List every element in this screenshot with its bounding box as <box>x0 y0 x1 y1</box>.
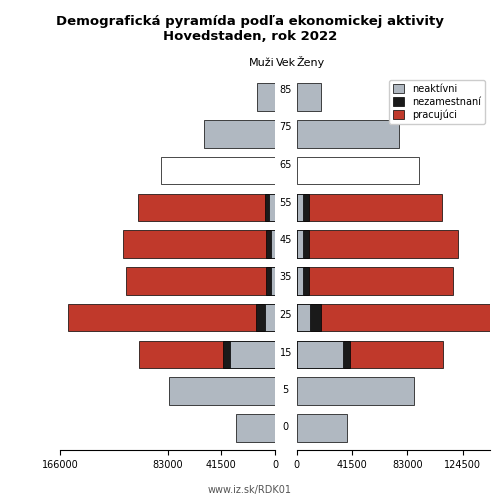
Bar <box>68 304 275 332</box>
Bar <box>296 340 350 368</box>
Bar <box>296 267 308 294</box>
Bar <box>161 157 275 184</box>
Bar <box>296 194 308 221</box>
Text: www.iz.sk/RDK01: www.iz.sk/RDK01 <box>208 485 292 495</box>
Bar <box>296 120 400 148</box>
Bar <box>296 378 414 405</box>
Bar <box>296 304 310 332</box>
Bar <box>257 84 275 111</box>
Bar <box>169 378 275 405</box>
Bar <box>266 230 275 258</box>
Bar <box>296 230 303 258</box>
Bar <box>268 194 275 221</box>
Legend: neaktívni, nezamestnaní, pracujúci: neaktívni, nezamestnaní, pracujúci <box>389 80 485 124</box>
Bar <box>271 230 275 258</box>
Bar <box>124 230 275 258</box>
Text: Vek: Vek <box>276 58 296 68</box>
Bar <box>139 340 275 368</box>
Bar <box>264 194 275 221</box>
Bar <box>296 304 500 332</box>
Bar <box>296 194 442 221</box>
Text: 5: 5 <box>282 385 289 395</box>
Text: 35: 35 <box>280 272 292 282</box>
Text: 85: 85 <box>280 85 292 95</box>
Bar <box>271 267 275 294</box>
Text: Muži: Muži <box>249 58 275 68</box>
Bar <box>256 304 275 332</box>
Bar <box>296 267 452 294</box>
Text: Demografická pyramída podľa ekonomickej aktivity
Hovedstaden, rok 2022: Demografická pyramída podľa ekonomickej … <box>56 15 444 43</box>
Bar <box>223 340 275 368</box>
Bar <box>296 230 308 258</box>
Bar <box>296 304 320 332</box>
Bar <box>236 414 275 442</box>
Bar <box>296 230 458 258</box>
Text: 75: 75 <box>280 122 292 132</box>
Bar <box>204 120 275 148</box>
Text: 15: 15 <box>280 348 292 358</box>
Bar <box>296 340 444 368</box>
Bar <box>296 340 343 368</box>
Bar <box>138 194 275 221</box>
Text: Ženy: Ženy <box>296 56 325 68</box>
Bar <box>296 267 303 294</box>
Text: 45: 45 <box>280 235 292 245</box>
Text: 25: 25 <box>280 310 292 320</box>
Bar <box>266 267 275 294</box>
Bar <box>296 157 420 184</box>
Text: 65: 65 <box>280 160 292 170</box>
Bar <box>264 304 275 332</box>
Text: 0: 0 <box>282 422 289 432</box>
Bar <box>296 414 347 442</box>
Bar <box>296 194 303 221</box>
Bar <box>230 340 275 368</box>
Bar <box>126 267 275 294</box>
Text: 55: 55 <box>280 198 292 207</box>
Bar <box>296 84 320 111</box>
